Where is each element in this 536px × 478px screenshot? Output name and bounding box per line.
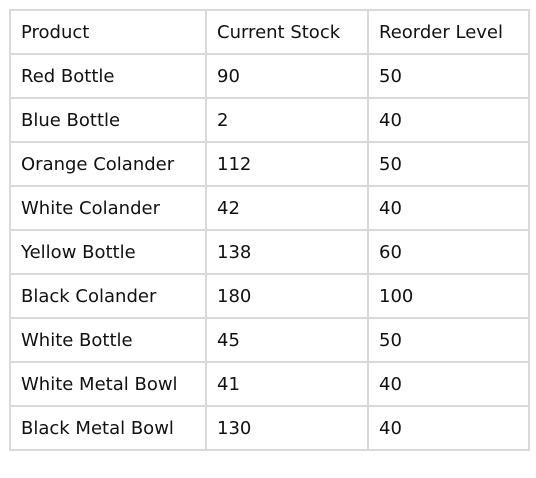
table-row: Black Metal Bowl 130 40 — [9, 405, 530, 451]
cell-reorder-level: 50 — [367, 53, 530, 99]
cell-product: Black Metal Bowl — [9, 405, 207, 451]
header-reorder-level: Reorder Level — [367, 9, 530, 55]
cell-reorder-level: 40 — [367, 97, 530, 143]
cell-product: White Colander — [9, 185, 207, 231]
cell-current-stock: 90 — [205, 53, 369, 99]
cell-product: Black Colander — [9, 273, 207, 319]
table-row: White Colander 42 40 — [9, 185, 530, 231]
table-header-row: Product Current Stock Reorder Level — [9, 9, 530, 55]
cell-reorder-level: 50 — [367, 317, 530, 363]
cell-current-stock: 180 — [205, 273, 369, 319]
header-current-stock: Current Stock — [205, 9, 369, 55]
cell-reorder-level: 40 — [367, 361, 530, 407]
cell-current-stock: 130 — [205, 405, 369, 451]
cell-current-stock: 45 — [205, 317, 369, 363]
cell-product: Orange Colander — [9, 141, 207, 187]
table-row: Yellow Bottle 138 60 — [9, 229, 530, 275]
cell-reorder-level: 40 — [367, 405, 530, 451]
cell-product: Blue Bottle — [9, 97, 207, 143]
table-row: Red Bottle 90 50 — [9, 53, 530, 99]
cell-reorder-level: 100 — [367, 273, 530, 319]
cell-product: Yellow Bottle — [9, 229, 207, 275]
table-row: Black Colander 180 100 — [9, 273, 530, 319]
table-row: Blue Bottle 2 40 — [9, 97, 530, 143]
inventory-table: Product Current Stock Reorder Level Red … — [9, 9, 530, 451]
table-row: White Metal Bowl 41 40 — [9, 361, 530, 407]
cell-product: White Metal Bowl — [9, 361, 207, 407]
table-row: White Bottle 45 50 — [9, 317, 530, 363]
cell-current-stock: 42 — [205, 185, 369, 231]
cell-current-stock: 2 — [205, 97, 369, 143]
cell-reorder-level: 40 — [367, 185, 530, 231]
inventory-table-container: Product Current Stock Reorder Level Red … — [9, 9, 530, 451]
cell-product: Red Bottle — [9, 53, 207, 99]
header-product: Product — [9, 9, 207, 55]
cell-reorder-level: 60 — [367, 229, 530, 275]
cell-reorder-level: 50 — [367, 141, 530, 187]
cell-current-stock: 41 — [205, 361, 369, 407]
cell-current-stock: 112 — [205, 141, 369, 187]
cell-product: White Bottle — [9, 317, 207, 363]
table-row: Orange Colander 112 50 — [9, 141, 530, 187]
cell-current-stock: 138 — [205, 229, 369, 275]
